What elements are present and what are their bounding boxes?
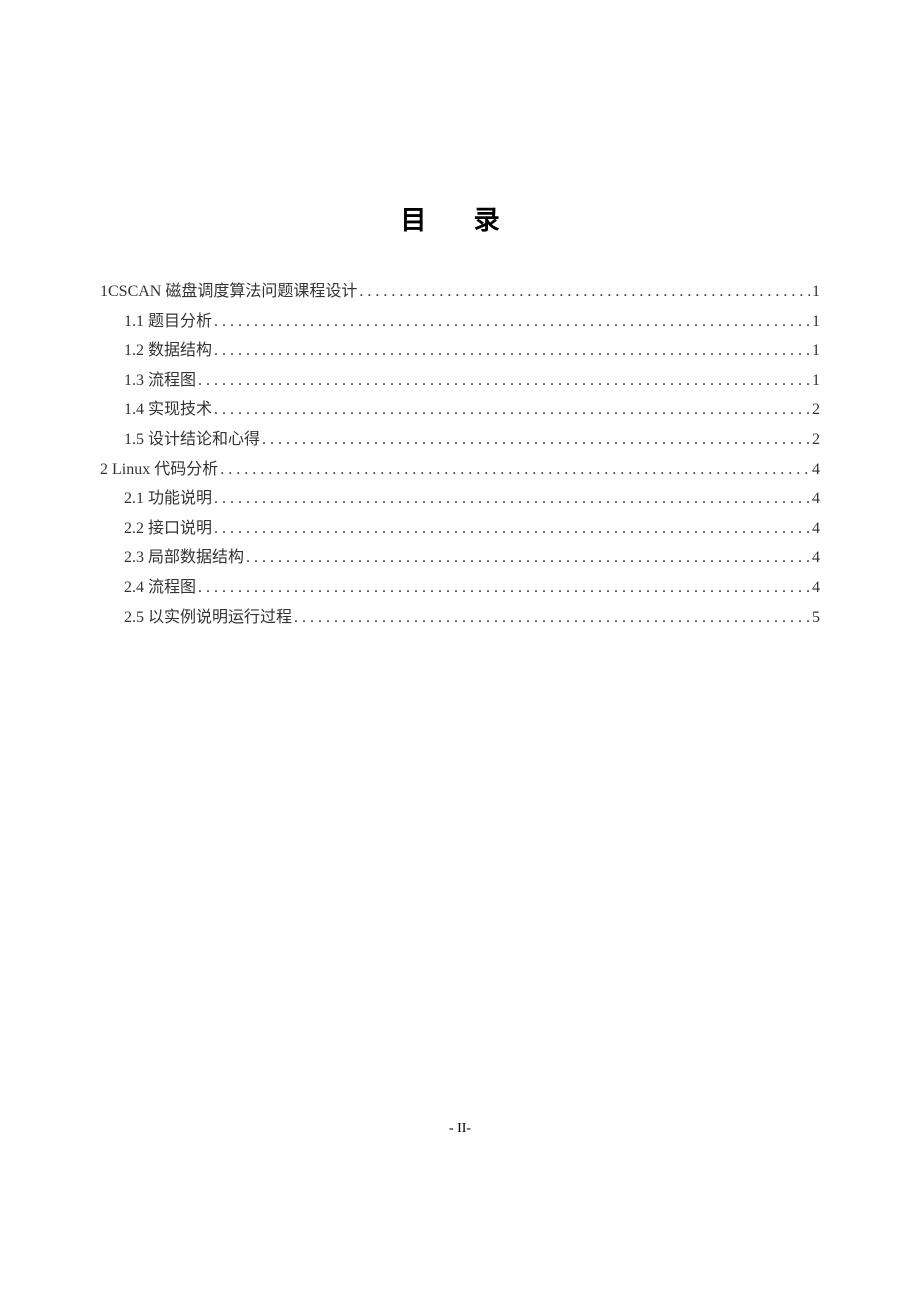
toc-entry-label: 1.4 实现技术 bbox=[124, 395, 212, 425]
toc-entry-page: 4 bbox=[812, 484, 820, 514]
toc-entry-label: 1.1 题目分析 bbox=[124, 307, 212, 337]
toc-entry-page: 5 bbox=[812, 603, 820, 633]
toc-entry-label: 2.3 局部数据结构 bbox=[124, 543, 244, 573]
toc-dots bbox=[214, 484, 810, 514]
toc-entry-page: 1 bbox=[812, 307, 820, 337]
toc-entry[interactable]: 1.4 实现技术 2 bbox=[100, 395, 820, 425]
toc-entry-page: 1 bbox=[812, 366, 820, 396]
toc-entry[interactable]: 2.3 局部数据结构 4 bbox=[100, 543, 820, 573]
toc-dots bbox=[198, 573, 810, 603]
toc-entry[interactable]: 2.4 流程图 4 bbox=[100, 573, 820, 603]
toc-entry-page: 4 bbox=[812, 455, 820, 485]
toc-entry-page: 4 bbox=[812, 543, 820, 573]
toc-dots bbox=[214, 336, 810, 366]
toc-entry-label: 2.2 接口说明 bbox=[124, 514, 212, 544]
toc-entry-page: 2 bbox=[812, 395, 820, 425]
toc-entry-page: 1 bbox=[812, 277, 820, 307]
toc-entry[interactable]: 1.1 题目分析 1 bbox=[100, 307, 820, 337]
toc-dots bbox=[198, 366, 810, 396]
toc-entry-label: 2.4 流程图 bbox=[124, 573, 196, 603]
page-container: 目 录 1CSCAN 磁盘调度算法问题课程设计11.1 题目分析11.2 数据结… bbox=[0, 0, 920, 632]
toc-dots bbox=[214, 514, 810, 544]
page-number: - II- bbox=[0, 1121, 920, 1137]
toc-dots bbox=[246, 543, 810, 573]
toc-entry-label: 2 Linux 代码分析 bbox=[100, 455, 218, 485]
toc-entry[interactable]: 1.5 设计结论和心得 2 bbox=[100, 425, 820, 455]
toc-entry[interactable]: 1.2 数据结构 1 bbox=[100, 336, 820, 366]
toc-entry[interactable]: 2.1 功能说明 4 bbox=[100, 484, 820, 514]
toc-entry[interactable]: 1.3 流程图 1 bbox=[100, 366, 820, 396]
toc-entry-page: 4 bbox=[812, 573, 820, 603]
toc-entry[interactable]: 2.5 以实例说明运行过程 5 bbox=[100, 603, 820, 633]
toc-entry-page: 4 bbox=[812, 514, 820, 544]
toc-entry-label: 1.5 设计结论和心得 bbox=[124, 425, 260, 455]
toc-dots bbox=[359, 277, 810, 307]
toc-entry-label: 2.1 功能说明 bbox=[124, 484, 212, 514]
toc-dots bbox=[262, 425, 810, 455]
toc-entry[interactable]: 1CSCAN 磁盘调度算法问题课程设计 1 bbox=[100, 277, 820, 307]
toc-dots bbox=[214, 395, 810, 425]
toc-entry-label: 1.2 数据结构 bbox=[124, 336, 212, 366]
toc-entry-page: 1 bbox=[812, 336, 820, 366]
toc-entry-label: 1.3 流程图 bbox=[124, 366, 196, 396]
toc-dots bbox=[214, 307, 810, 337]
toc-title: 目 录 bbox=[100, 200, 820, 237]
toc-entry[interactable]: 2 Linux 代码分析 4 bbox=[100, 455, 820, 485]
toc-entry-page: 2 bbox=[812, 425, 820, 455]
toc-dots bbox=[294, 603, 810, 633]
toc-entry-label: 1CSCAN 磁盘调度算法问题课程设计 bbox=[100, 277, 357, 307]
toc-entry[interactable]: 2.2 接口说明 4 bbox=[100, 514, 820, 544]
toc-list: 1CSCAN 磁盘调度算法问题课程设计11.1 题目分析11.2 数据结构11.… bbox=[100, 277, 820, 632]
toc-entry-label: 2.5 以实例说明运行过程 bbox=[124, 603, 292, 633]
toc-dots bbox=[220, 455, 810, 485]
